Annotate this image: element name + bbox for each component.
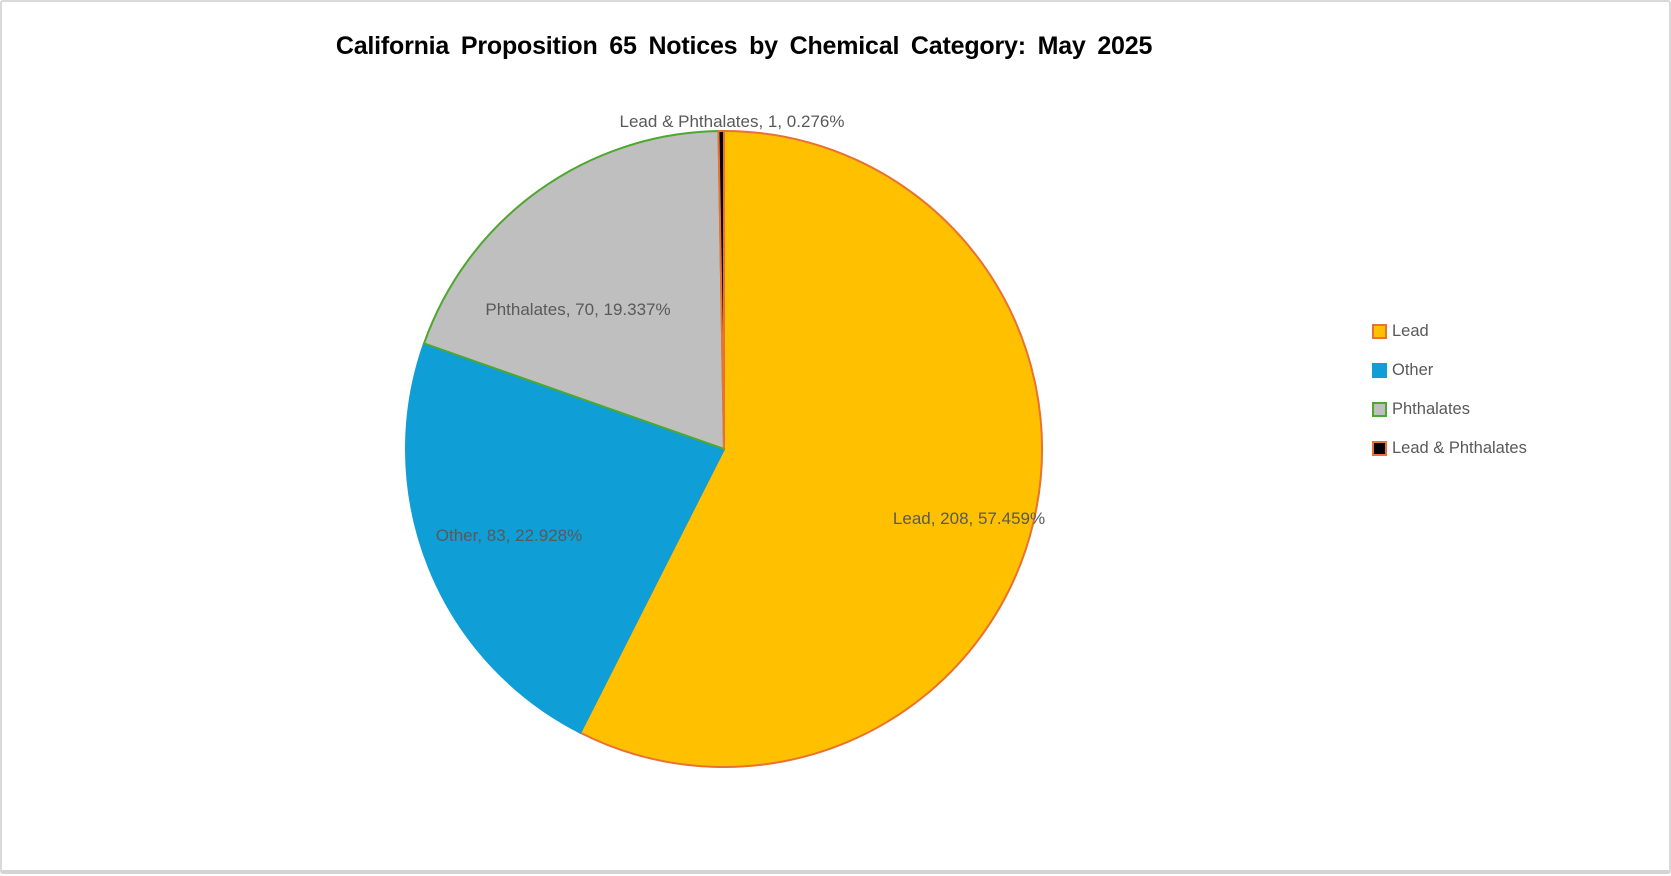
legend-swatch-other-icon bbox=[1372, 363, 1387, 378]
legend-item-phthalates[interactable]: Phthalates bbox=[1372, 400, 1527, 418]
data-label-lead-and-phthalates: Lead & Phthalates, 1, 0.276% bbox=[619, 112, 845, 131]
legend-label-phthalates: Phthalates bbox=[1392, 400, 1470, 418]
legend-label-other: Other bbox=[1392, 361, 1434, 379]
legend-label-lead: Lead bbox=[1392, 322, 1429, 340]
legend-swatch-lead-icon bbox=[1372, 324, 1387, 339]
legend-label-lead-and-phthalates: Lead & Phthalates bbox=[1392, 439, 1527, 457]
data-label-phthalates: Phthalates, 70, 19.337% bbox=[485, 300, 671, 319]
pie-slice-lead-phthalates[interactable] bbox=[717, 129, 725, 450]
chart-title: California Proposition 65 Notices by Che… bbox=[335, 32, 1153, 60]
legend-swatch-phthalates-icon bbox=[1372, 402, 1387, 417]
data-label-other: Other, 83, 22.928% bbox=[435, 526, 583, 545]
legend: Lead Other Phthalates Lead & Phthalates bbox=[1372, 322, 1527, 457]
data-label-lead: Lead, 208, 57.459% bbox=[892, 509, 1046, 528]
legend-item-other[interactable]: Other bbox=[1372, 361, 1527, 379]
pie-slice-lead[interactable] bbox=[579, 129, 1043, 768]
legend-item-lead-and-phthalates[interactable]: Lead & Phthalates bbox=[1372, 439, 1527, 457]
pie-slice-phthalates[interactable] bbox=[422, 130, 726, 451]
pie-slice-other[interactable] bbox=[405, 342, 726, 735]
legend-swatch-lead-and-phthalates-icon bbox=[1372, 441, 1387, 456]
legend-item-lead[interactable]: Lead bbox=[1372, 322, 1527, 340]
